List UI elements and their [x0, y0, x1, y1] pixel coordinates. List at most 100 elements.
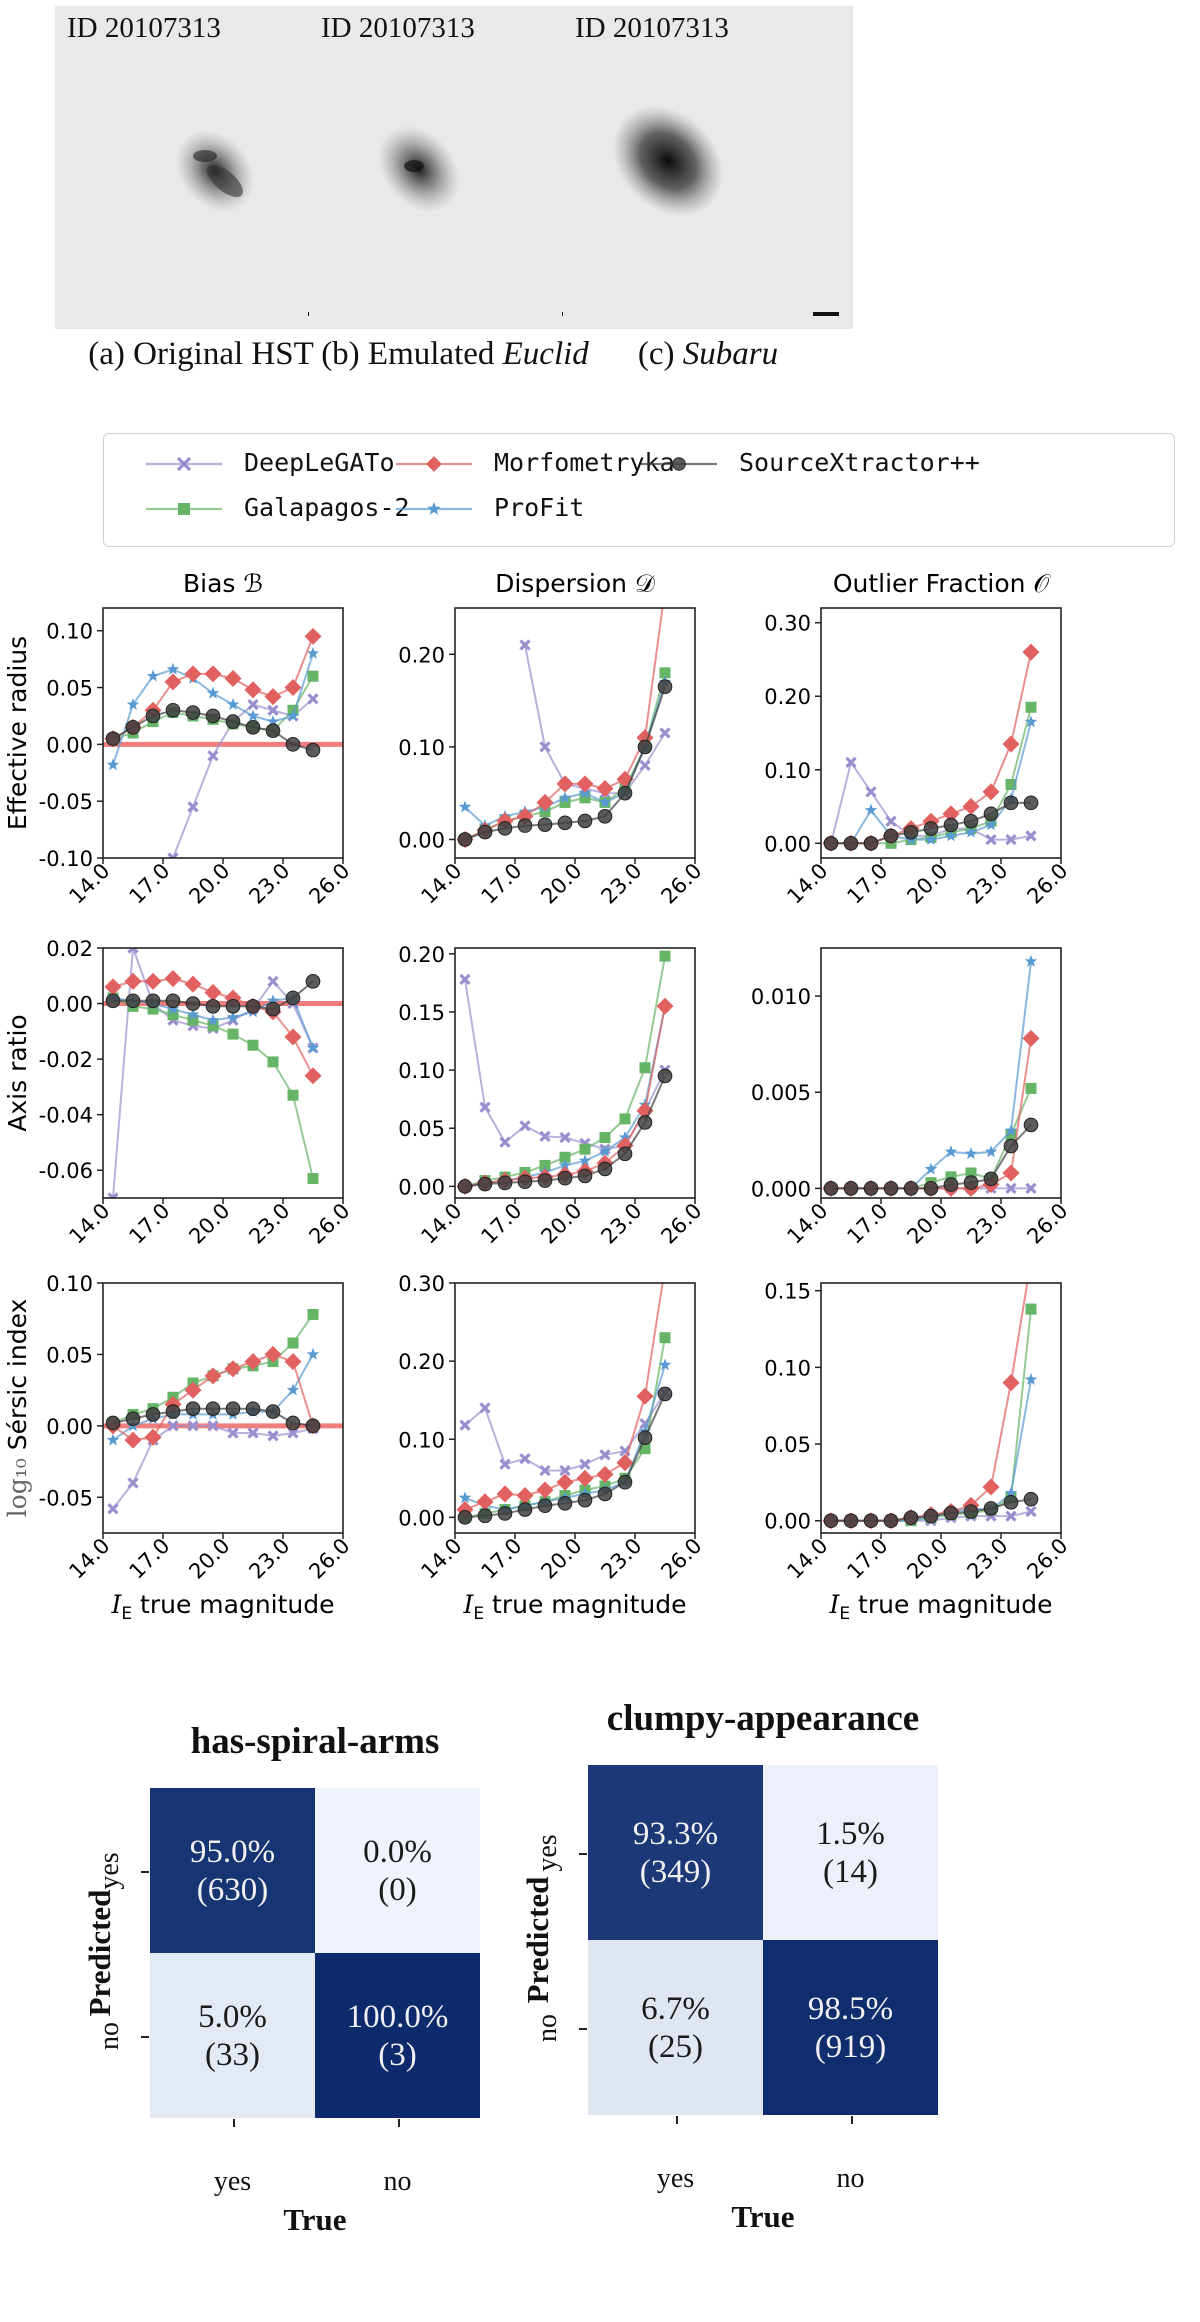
matrix-cell: 0.0% (0)	[315, 1788, 480, 1953]
y-tick-label: 0.20	[764, 685, 811, 709]
data-point	[247, 1039, 259, 1051]
data-point	[597, 1486, 613, 1502]
data-point	[537, 1173, 553, 1188]
data-point	[657, 582, 673, 598]
data-point	[147, 1003, 159, 1015]
data-point	[823, 1513, 839, 1529]
cell-count: (0)	[378, 1871, 417, 1908]
data-point	[659, 1332, 671, 1344]
data-point	[166, 662, 180, 675]
legend-swatch	[146, 503, 222, 515]
data-point	[207, 1420, 219, 1432]
data-point	[305, 974, 321, 989]
data-point	[923, 821, 939, 836]
data-point	[497, 1175, 513, 1191]
data-point	[1025, 1182, 1037, 1195]
y-tick-no: no	[532, 2013, 563, 2042]
data-point	[107, 1503, 119, 1515]
legend-swatch	[641, 457, 717, 471]
x-tick-label: 14.0	[416, 1534, 466, 1584]
galaxy-image	[175, 129, 255, 213]
x-tick-label: 23.0	[962, 1534, 1012, 1584]
y-tick-label: 0.30	[398, 1272, 445, 1296]
series-deeplegato	[459, 1386, 671, 1477]
data-point	[264, 688, 282, 706]
series-sourcextractor	[823, 795, 1039, 851]
data-point	[599, 1132, 611, 1144]
row-label-2: log₁₀ Sérsic index	[3, 1299, 32, 1518]
data-point	[167, 1009, 179, 1021]
data-point	[477, 824, 493, 840]
y-tick-label: 0.15	[398, 1001, 445, 1025]
data-point	[657, 1260, 673, 1276]
data-point	[306, 1347, 320, 1360]
y-tick-label: 0.00	[764, 1510, 811, 1534]
x-tick-label: 23.0	[244, 1199, 294, 1249]
data-point	[983, 1171, 999, 1187]
data-point	[845, 756, 857, 769]
x-tick-mark	[675, 2116, 678, 2124]
y-tick-label: 0.10	[398, 1428, 445, 1452]
data-point	[305, 1418, 321, 1434]
x-tick-label: 17.0	[124, 1534, 174, 1584]
y-tick-label: 0.05	[46, 677, 93, 701]
data-point	[985, 833, 997, 846]
data-point	[984, 818, 998, 831]
x-tick-label: 26.0	[304, 1534, 354, 1584]
data-point	[597, 1161, 613, 1177]
data-point	[224, 669, 242, 687]
caption-text: Emulated	[367, 336, 503, 372]
data-point	[165, 993, 181, 1009]
data-point	[245, 719, 261, 735]
data-point	[883, 1513, 899, 1529]
data-point	[107, 1192, 119, 1198]
galaxy-image	[612, 105, 724, 217]
data-point	[144, 1428, 162, 1446]
data-point	[1025, 1303, 1037, 1315]
data-point	[305, 742, 321, 758]
data-point	[1002, 735, 1020, 753]
data-point	[964, 825, 978, 838]
series-sourcextractor	[457, 1068, 673, 1194]
data-point	[943, 817, 959, 833]
data-point	[207, 750, 219, 762]
data-point	[165, 702, 181, 718]
x-tick-label: 17.0	[842, 859, 892, 909]
data-point	[1002, 1374, 1020, 1392]
data-point	[965, 1167, 977, 1179]
panel-r2-c1: 0.30 0.20 0.10 0.00 14.0 17.0 20.0 23.0 26.0 IE t…	[398, 1260, 706, 1624]
data-point	[145, 993, 161, 1009]
cell-count: (349)	[639, 1853, 712, 1890]
data-point	[556, 1473, 574, 1491]
cell-percent: 98.5%	[807, 1990, 894, 2027]
data-point	[943, 1177, 959, 1192]
series-line	[831, 1088, 1032, 1190]
data-point	[577, 1492, 593, 1508]
data-point	[105, 731, 121, 747]
cell-percent: 1.5%	[816, 1815, 885, 1852]
x-tick-label: 17.0	[476, 1534, 526, 1584]
data-point	[285, 737, 301, 752]
data-point	[265, 1001, 281, 1017]
data-point	[207, 1020, 219, 1032]
matrix-cell: 95.0% (630)	[150, 1788, 315, 1953]
data-point	[944, 1145, 958, 1158]
data-point	[637, 739, 653, 755]
data-point	[599, 1449, 611, 1461]
x-tick-label: 23.0	[596, 1199, 646, 1249]
data-point	[823, 835, 839, 851]
series-profit	[106, 646, 320, 771]
data-point	[458, 1491, 472, 1504]
series-line	[831, 1379, 1032, 1522]
data-point	[205, 999, 221, 1014]
series-line	[831, 1308, 1032, 1522]
y-tick-label: 0.005	[751, 1081, 811, 1105]
data-point	[539, 1130, 551, 1143]
x-tick-label: 14.0	[64, 1199, 114, 1249]
data-point	[106, 758, 120, 771]
matrix-cell: 100.0% (3)	[315, 1953, 480, 2118]
data-point	[1025, 1082, 1037, 1094]
data-point	[1003, 1495, 1019, 1510]
